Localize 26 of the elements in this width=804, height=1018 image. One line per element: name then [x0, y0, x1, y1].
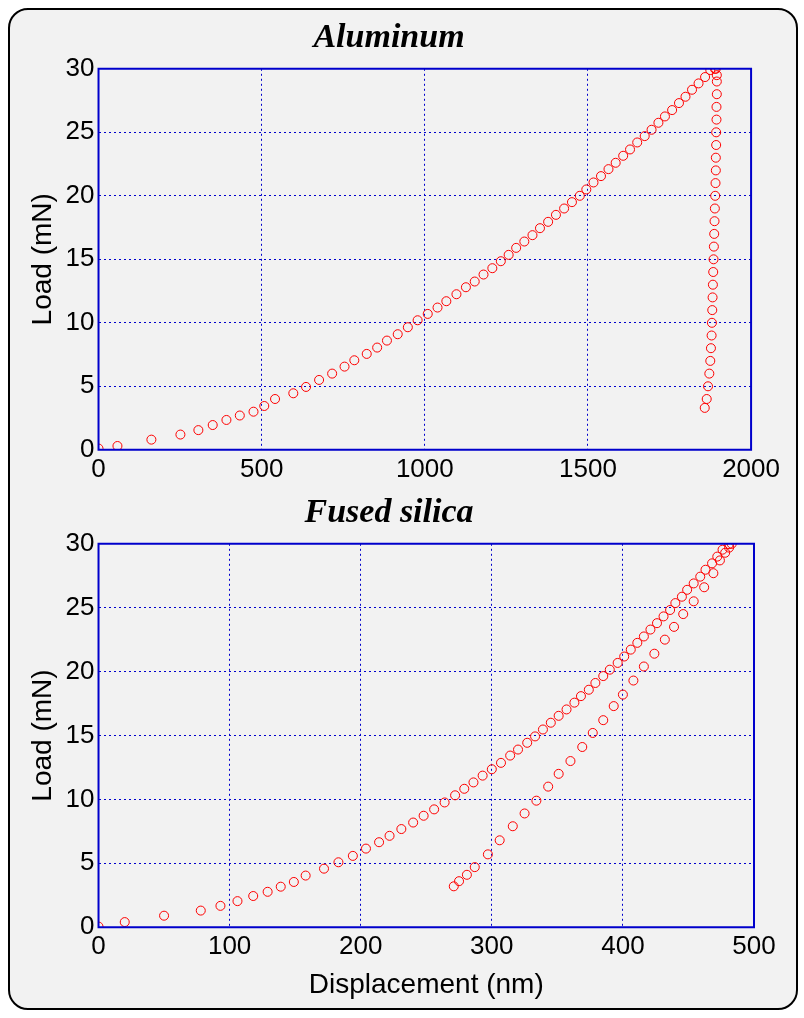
y-tick-label: 5 — [80, 846, 95, 877]
x-tick-label: 1000 — [395, 452, 454, 483]
y-tick-label: 20 — [65, 178, 95, 209]
y-tick-label: 30 — [65, 526, 95, 557]
x-tick-label: 400 — [601, 929, 645, 960]
x-tick-label: 2000 — [722, 452, 780, 483]
y-tick-label: 15 — [65, 718, 95, 749]
y-tick-label: 25 — [65, 590, 95, 621]
x-tick-label: 500 — [732, 929, 776, 960]
y-tick-label: 15 — [65, 242, 95, 273]
y-axis-title: Load (mN) — [25, 669, 57, 802]
x-tick-label: 500 — [239, 452, 284, 483]
y-tick-label: 10 — [65, 782, 95, 813]
chart-title: Fused silica — [303, 492, 474, 530]
y-tick-label: 30 — [65, 51, 95, 82]
y-axis-title: Load (mN) — [25, 193, 57, 326]
x-tick-label: 1500 — [559, 452, 617, 483]
x-tick-label: 200 — [339, 929, 383, 960]
y-tick-label: 10 — [65, 305, 95, 336]
x-tick-label: 100 — [207, 929, 252, 960]
y-tick-label: 25 — [65, 115, 95, 146]
x-axis-title: Displacement (nm) — [308, 967, 544, 999]
y-tick-label: 20 — [65, 654, 95, 685]
x-tick-label: 300 — [470, 929, 514, 960]
chart-title: Aluminum — [311, 17, 465, 55]
y-tick-label: 5 — [80, 369, 95, 400]
